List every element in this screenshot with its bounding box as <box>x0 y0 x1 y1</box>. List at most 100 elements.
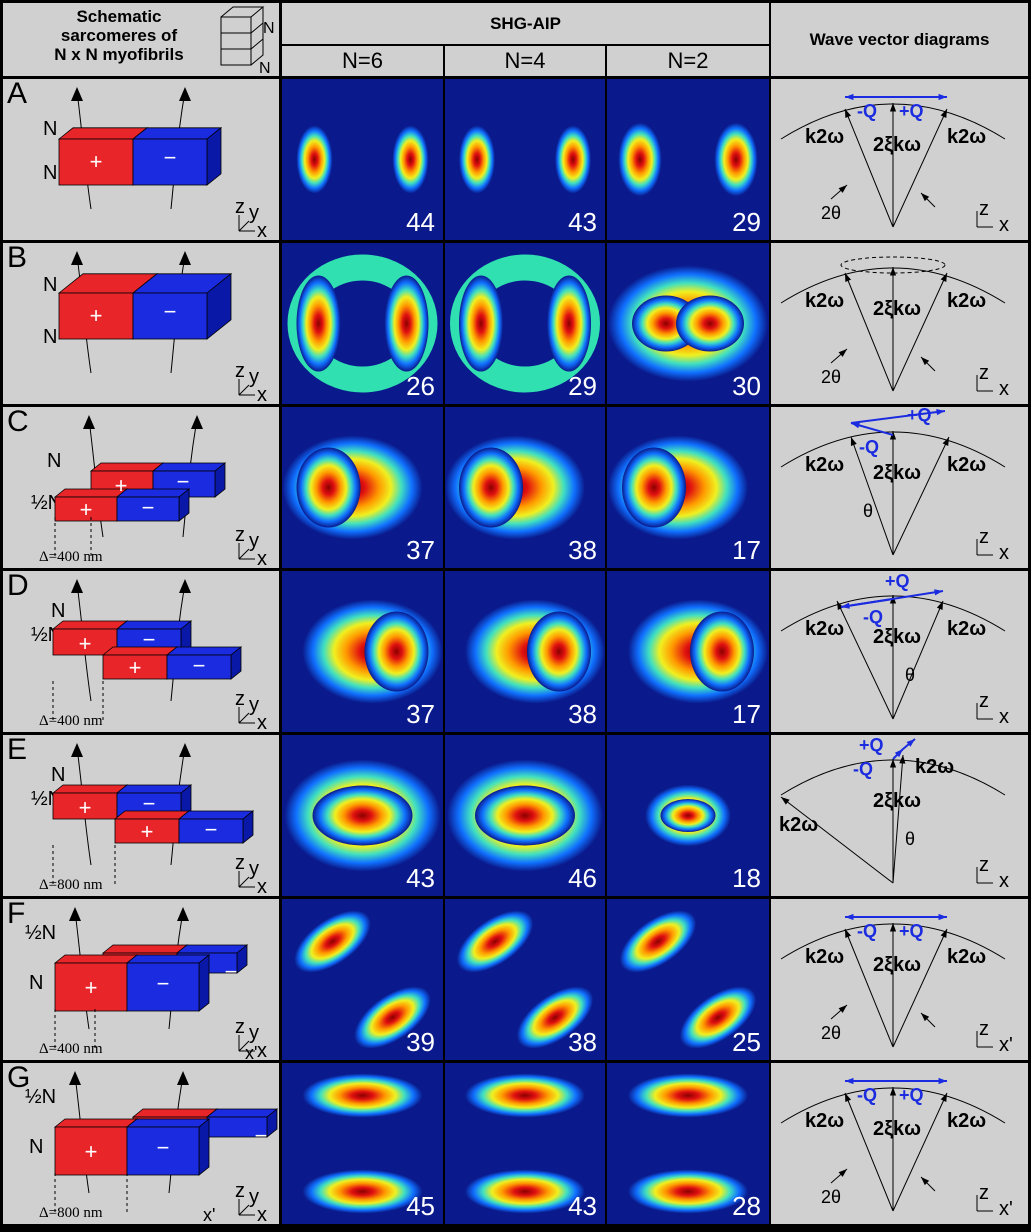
intensity-lobe-upper <box>302 1073 423 1118</box>
label-2xi-kw: 2ξkω <box>873 462 921 484</box>
sign-minus-lower: − <box>142 495 155 520</box>
label-2xi-kw: 2ξkω <box>873 1118 921 1140</box>
intensity-lobe-right <box>714 122 758 197</box>
k2w-right-arrow <box>892 272 948 392</box>
wave-vector-panel-b: k2ω k2ω 2ξkω 2θ z x <box>771 243 1028 404</box>
intensity-map <box>445 435 585 540</box>
k2w-right-arrow <box>892 436 950 556</box>
k2w-right-arrow-head <box>936 601 943 610</box>
axis-label-z: z <box>235 1016 245 1038</box>
delta-label: Δ=800 nm <box>39 1205 103 1221</box>
sign-plus-lower: + <box>141 819 154 844</box>
sign-plus-lower: + <box>129 655 142 680</box>
panel-letter: G <box>7 1063 31 1094</box>
plus-q-arrow-head <box>938 93 947 101</box>
field-arrowhead-left <box>83 415 95 429</box>
wave-axes-indicator: zx <box>976 198 1009 236</box>
intensity-lobe-right <box>547 275 591 372</box>
shg-image-b-col3: 30 <box>607 243 769 404</box>
label-plus-q: +Q <box>899 921 924 941</box>
intensity-lobe-upper <box>465 1073 585 1118</box>
label-k2w-left: k2ω <box>805 1110 844 1132</box>
theta-arrow-left-head <box>838 1169 847 1177</box>
axis-label-x: x <box>257 384 267 404</box>
shg-image-c-col1: 37 <box>282 407 443 568</box>
intensity-lobe-upper <box>628 1073 748 1118</box>
label-k2w-right: k2ω <box>947 126 986 148</box>
intensity-map <box>287 254 438 393</box>
shg-image-b-col2: 29 <box>445 243 605 404</box>
shg-image-e-col2: 46 <box>445 735 605 896</box>
schematic-panel-b: B N N + − z y x <box>3 243 279 404</box>
label-theta: θ <box>863 501 873 521</box>
axis-label-z: z <box>235 852 245 874</box>
intensity-lobe-right <box>384 275 429 372</box>
shg-image-b-col1: 26 <box>282 243 443 404</box>
panel-letter: A <box>7 79 28 110</box>
wave-axis-x: x' <box>999 1034 1013 1056</box>
label-minus-q: -Q <box>857 1085 877 1105</box>
label-k2w-right: k2ω <box>947 1110 986 1132</box>
intensity-map <box>296 125 429 194</box>
minus-q-arrow-head <box>894 749 903 758</box>
k2w-right-arrow <box>892 754 904 884</box>
label-2xi-kw: 2ξkω <box>873 298 921 320</box>
intensity-value: 46 <box>568 863 597 893</box>
field-arrowhead-right <box>179 251 191 265</box>
sarcomere-minus-upper <box>151 462 227 498</box>
intensity-map <box>619 910 757 1049</box>
intensity-lobe-left <box>296 275 341 372</box>
schematic-drawing: ½N N + − − z yx x' <box>25 1071 279 1224</box>
plus-q-arrow-head <box>938 1077 947 1085</box>
wave-axis-x: x <box>999 542 1009 564</box>
k2w-left-arrow <box>844 928 894 1048</box>
sign-plus-lower: + <box>80 497 93 522</box>
intensity-core <box>690 611 754 692</box>
kw-arrow-head <box>889 923 897 932</box>
intensity-value: 18 <box>732 863 761 893</box>
minus-q-arrow-head <box>845 1077 854 1085</box>
col-header-n4: N=4 <box>445 46 605 76</box>
intensity-core <box>527 611 591 692</box>
label-minus-q: -Q <box>857 921 877 941</box>
intensity-map <box>302 1073 423 1214</box>
label-plus-q: +Q <box>899 1085 924 1105</box>
axis-label-y: y <box>249 1186 259 1208</box>
intensity-map <box>450 254 600 393</box>
field-arrowhead-left <box>71 251 83 265</box>
minus-q-arrow-head <box>851 422 860 429</box>
axis-label-y: y <box>249 1022 259 1044</box>
axis-label-z: z <box>235 688 245 710</box>
wave-axis-z: z <box>979 1018 989 1040</box>
plus-q-arrow-head <box>938 913 947 921</box>
intensity-lobe-right <box>392 125 429 194</box>
k2w-left-arrow-head <box>845 1093 852 1102</box>
dashed-ellipse <box>840 256 946 274</box>
intensity-core <box>622 447 686 528</box>
intensity-value: 43 <box>406 863 435 893</box>
theta-arrow-left-head <box>838 185 847 193</box>
label-2xi-kw: 2ξkω <box>873 790 921 812</box>
axis-label-xprime: x' <box>203 1205 215 1224</box>
axes-indicator: z yx <box>235 688 267 732</box>
field-arrowhead-right <box>179 743 191 757</box>
schematic-header-line2: sarcomeres of <box>60 26 178 45</box>
delta-marker-lines <box>54 1173 128 1213</box>
wave-axis-x: x <box>999 378 1009 400</box>
label-minus-q: -Q <box>863 607 883 627</box>
intensity-value: 17 <box>732 535 761 565</box>
intensity-core <box>312 785 413 846</box>
axes-indicator: z yx x' <box>203 1180 267 1224</box>
plus-q-arrow <box>840 590 944 608</box>
label-minus-q: -Q <box>857 101 877 121</box>
shg-image-d-col2: 38 <box>445 571 605 732</box>
wave-axis-z: z <box>979 362 989 384</box>
field-arrowhead-right <box>177 1071 189 1085</box>
axis-label-x: x <box>257 548 267 568</box>
delta-label: Δ=400 nm <box>39 549 103 565</box>
sign-plus: + <box>90 149 103 174</box>
wave-axes-indicator: zx <box>976 362 1009 400</box>
k2w-right-arrow <box>892 600 944 720</box>
intensity-core <box>660 799 716 832</box>
